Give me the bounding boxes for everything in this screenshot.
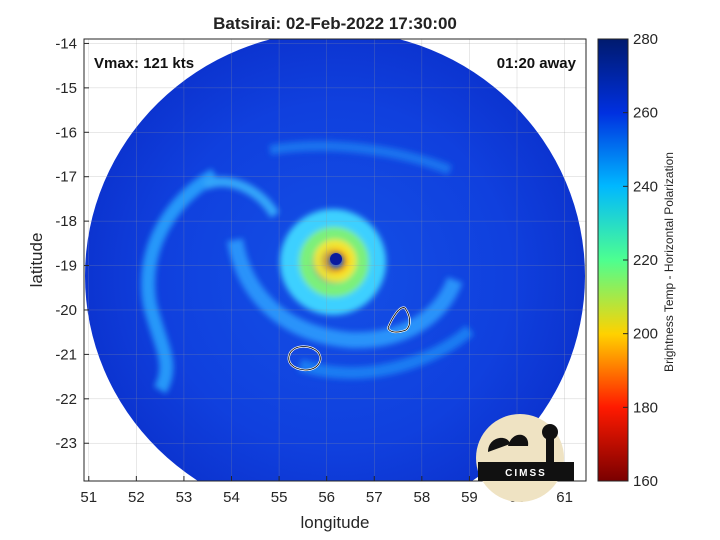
- land-contour-mauritius-inner: [387, 307, 411, 333]
- colorbar-tick-label: 160: [633, 473, 658, 490]
- eyewall-outer: [280, 209, 386, 315]
- logo-tower: [546, 436, 554, 464]
- logo-dish-1: [488, 437, 510, 452]
- colorbar-tick-label: 280: [633, 31, 658, 48]
- eyewall-green: [299, 227, 369, 297]
- x-tick-label: 51: [80, 489, 97, 506]
- x-axis-label: longitude: [300, 513, 369, 532]
- colorbar-ticks: 280 260 240 220 200 180 160: [623, 31, 658, 490]
- y-tick-label: -15: [55, 80, 77, 97]
- rainband-west: [203, 176, 280, 218]
- colorbar-tick-label: 180: [633, 399, 658, 416]
- eyewall-yellow: [313, 239, 357, 283]
- land-contour-reunion-inner: [288, 346, 321, 371]
- y-ticks: -14 -15 -16 -17 -18 -19 -20 -21 -22 -23: [55, 35, 89, 452]
- y-tick-label: -23: [55, 435, 77, 452]
- time-away-annotation: 01:20 away: [497, 55, 577, 72]
- colorbar-tick-label: 200: [633, 326, 658, 343]
- y-tick-label: -20: [55, 302, 77, 319]
- chart-title: Batsirai: 02-Feb-2022 17:30:00: [213, 14, 457, 33]
- logo-tower-tank: [542, 424, 558, 440]
- brightness-temp-swath: [85, 39, 585, 481]
- y-tick-label: -22: [55, 391, 77, 408]
- storm-eye: [330, 253, 342, 265]
- x-tick-label: 58: [413, 489, 430, 506]
- vmax-annotation: Vmax: 121 kts: [94, 55, 194, 72]
- y-tick-label: -14: [55, 35, 77, 52]
- x-tick-label: 59: [461, 489, 478, 506]
- eyewall-orange: [323, 248, 349, 274]
- colorbar-label: Brightness Temp - Horizontal Polarizatio…: [662, 152, 676, 372]
- y-tick-label: -16: [55, 124, 77, 141]
- x-tick-label: 57: [366, 489, 383, 506]
- x-tick-label: 53: [176, 489, 193, 506]
- x-tick-label: 54: [223, 489, 240, 506]
- colorbar-tick-label: 220: [633, 252, 658, 269]
- rainband-north: [269, 141, 452, 175]
- y-tick-label: -21: [55, 346, 77, 363]
- y-tick-label: -18: [55, 213, 77, 230]
- x-tick-label: 61: [556, 489, 573, 506]
- x-tick-label: 56: [318, 489, 335, 506]
- rainband-inner-west: [227, 238, 463, 349]
- logo-text: CIMSS: [505, 468, 547, 479]
- logo-building: [478, 462, 574, 481]
- y-tick-label: -19: [55, 258, 77, 275]
- y-tick-label: -17: [55, 169, 77, 186]
- grid: [84, 39, 586, 481]
- logo-dish-2: [508, 434, 529, 446]
- x-tick-label: 52: [128, 489, 145, 506]
- y-axis-label: latitude: [27, 233, 46, 288]
- cimss-logo: CIMSS: [476, 414, 574, 502]
- rainband-outer: [141, 168, 219, 394]
- colorbar-tick-label: 260: [633, 105, 658, 122]
- rainband-south: [298, 325, 474, 379]
- axes-frame: [83, 38, 587, 482]
- colorbar-tick-label: 240: [633, 178, 658, 195]
- x-tick-label: 55: [271, 489, 288, 506]
